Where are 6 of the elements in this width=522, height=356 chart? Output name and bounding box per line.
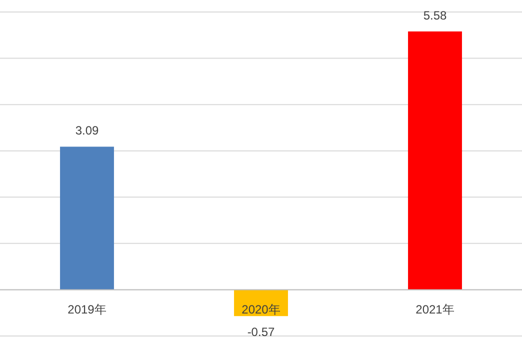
data-label: -0.57 bbox=[247, 325, 275, 340]
data-label: 5.58 bbox=[423, 8, 447, 22]
x-tick-label: 2021年 bbox=[416, 302, 454, 317]
x-tick-label: 2019年 bbox=[68, 302, 106, 317]
data-label: 3.09 bbox=[75, 124, 99, 138]
x-tick-label: 2020年 bbox=[242, 302, 280, 317]
